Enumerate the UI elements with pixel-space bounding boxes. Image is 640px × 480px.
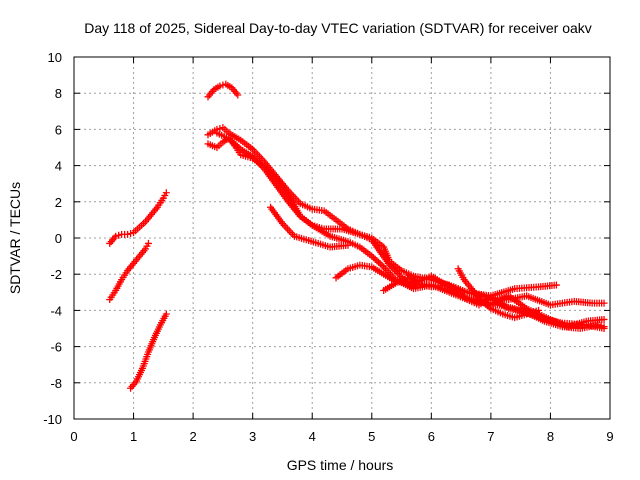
x-tick-label: 7 bbox=[487, 429, 494, 444]
series-arc-i bbox=[332, 261, 560, 300]
data-marks bbox=[106, 80, 608, 392]
data-point bbox=[535, 306, 543, 314]
data-point bbox=[144, 239, 152, 247]
data-point bbox=[162, 189, 170, 197]
y-tick-label: 6 bbox=[55, 122, 62, 137]
y-axis-ticks: -10 -8 -6 -4 -2 0 2 4 6 8 10 bbox=[43, 50, 610, 427]
x-tick-label: 0 bbox=[70, 429, 77, 444]
y-tick-label: 8 bbox=[55, 86, 62, 101]
y-tick-label: -2 bbox=[50, 267, 62, 282]
data-point bbox=[391, 266, 399, 274]
y-tick-label: 0 bbox=[55, 231, 62, 246]
x-axis-ticks: 0 1 2 3 4 5 6 7 8 9 bbox=[70, 57, 614, 444]
series-arc-b bbox=[106, 239, 152, 304]
x-tick-label: 9 bbox=[606, 429, 613, 444]
y-axis-label: SDTVAR / TECUs bbox=[7, 182, 23, 294]
y-tick-label: 10 bbox=[48, 50, 62, 65]
x-tick-label: 8 bbox=[547, 429, 554, 444]
grid-lines bbox=[74, 57, 610, 419]
data-point bbox=[389, 264, 397, 272]
data-point bbox=[386, 261, 394, 269]
data-point bbox=[395, 271, 403, 279]
data-point bbox=[394, 269, 402, 277]
data-point bbox=[600, 323, 608, 331]
y-tick-label: -4 bbox=[50, 303, 62, 318]
data-point bbox=[387, 263, 395, 271]
data-point bbox=[373, 257, 381, 265]
data-point bbox=[376, 260, 384, 268]
data-point bbox=[375, 258, 383, 266]
y-tick-label: 4 bbox=[55, 159, 62, 174]
x-axis-label: GPS time / hours bbox=[287, 457, 394, 473]
series-arc-g bbox=[213, 129, 608, 331]
data-point bbox=[392, 268, 400, 276]
chart-title: Day 118 of 2025, Sidereal Day-to-day VTE… bbox=[84, 20, 592, 36]
data-point bbox=[600, 315, 608, 323]
y-tick-label: 2 bbox=[55, 195, 62, 210]
y-tick-label: -8 bbox=[50, 376, 62, 391]
data-point bbox=[600, 299, 608, 307]
data-point bbox=[162, 310, 170, 318]
data-point bbox=[234, 91, 242, 99]
data-point bbox=[371, 255, 379, 263]
series-arc-d bbox=[204, 80, 242, 101]
x-tick-label: 2 bbox=[189, 429, 196, 444]
x-tick-label: 5 bbox=[368, 429, 375, 444]
series-arc-a bbox=[106, 189, 170, 247]
x-tick-label: 3 bbox=[249, 429, 256, 444]
x-tick-label: 4 bbox=[309, 429, 316, 444]
series-arc-k bbox=[454, 265, 543, 322]
data-point bbox=[552, 281, 560, 289]
y-tick-label: -6 bbox=[50, 340, 62, 355]
series-arc-h bbox=[267, 203, 352, 251]
x-tick-label: 6 bbox=[428, 429, 435, 444]
data-point bbox=[378, 261, 386, 269]
x-tick-label: 1 bbox=[130, 429, 137, 444]
series-arc-c bbox=[127, 310, 170, 392]
y-tick-label: -10 bbox=[43, 412, 62, 427]
data-point bbox=[344, 241, 352, 249]
